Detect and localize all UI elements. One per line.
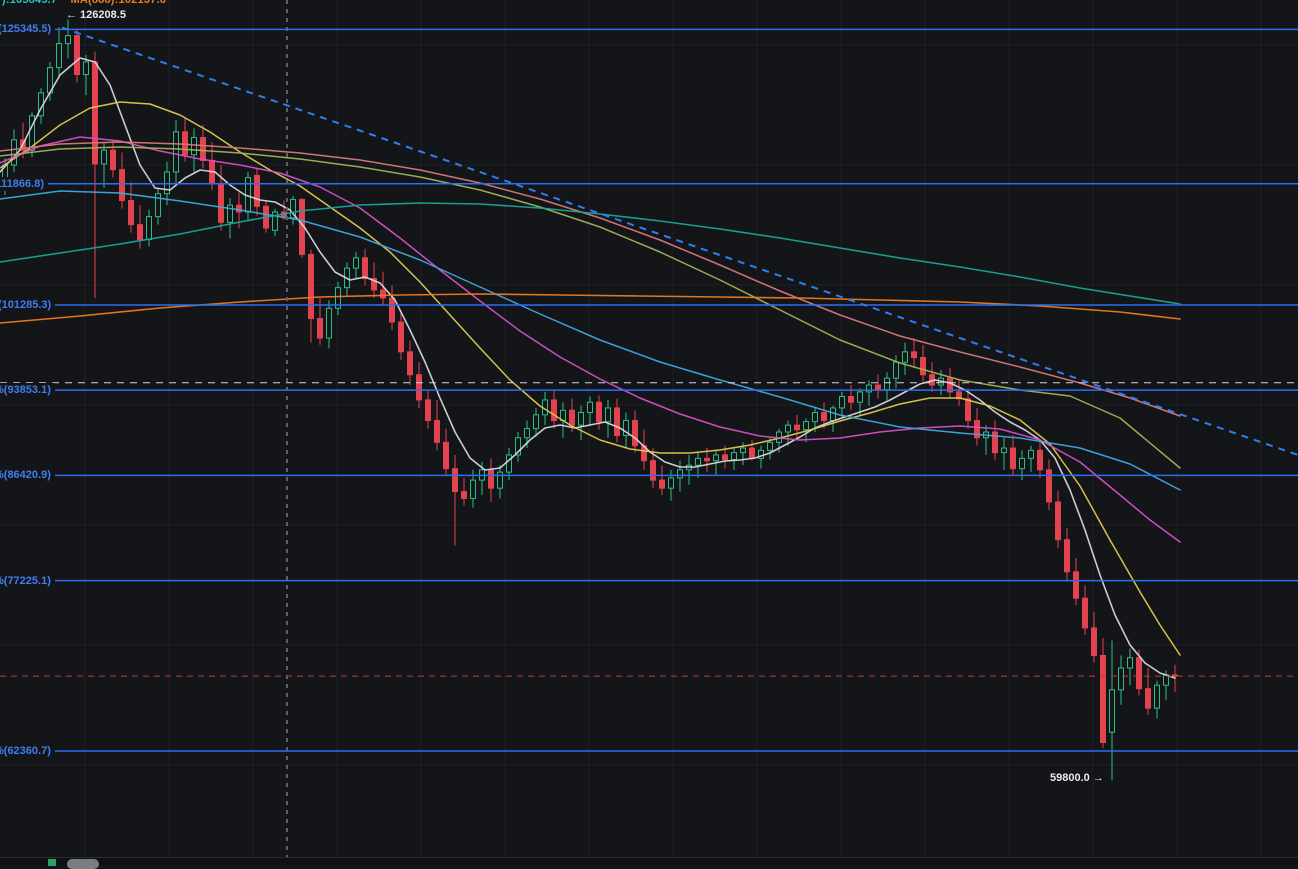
legend-ma-teal: ):105845.7 xyxy=(2,0,58,6)
price-level-label[interactable]: (111866.8) xyxy=(0,176,48,191)
trendline-drawing[interactable] xyxy=(61,26,1298,456)
ma-yellow xyxy=(0,101,1181,656)
ma-fast-white xyxy=(0,57,1176,679)
exchange-logo-partial xyxy=(67,859,99,869)
candles-layer xyxy=(2,19,1178,781)
ma-orange xyxy=(0,293,1181,324)
price-level-label[interactable]: %(62360.7) xyxy=(0,743,55,758)
ma-cyan xyxy=(0,190,1181,491)
low-price-note[interactable]: 59800.0 → xyxy=(1050,772,1104,784)
ma-teal xyxy=(0,202,1181,305)
price-level-lines[interactable] xyxy=(0,28,1298,752)
ma-olive xyxy=(0,146,1181,469)
dashed-reference-lines[interactable] xyxy=(0,382,1298,677)
price-level-label[interactable]: %(93853.1) xyxy=(0,383,55,398)
ma-magenta xyxy=(0,136,1181,543)
price-level-label[interactable]: (125345.5) xyxy=(0,22,56,37)
price-level-label[interactable]: %(77225.1) xyxy=(0,573,55,588)
lower-pane-edge xyxy=(0,857,1298,869)
high-price-note[interactable]: ← 126208.5 xyxy=(66,9,126,21)
legend-ma-orange: MA(888):102137.6 xyxy=(70,0,167,6)
volume-bar-tick xyxy=(48,859,56,866)
indicator-legend: ):105845.7 MA(888):102137.6 xyxy=(2,0,176,6)
ma-salmon xyxy=(0,141,1181,417)
price-level-label[interactable]: %(86420.9) xyxy=(0,468,55,483)
price-level-label[interactable]: (101285.3) xyxy=(0,298,56,312)
